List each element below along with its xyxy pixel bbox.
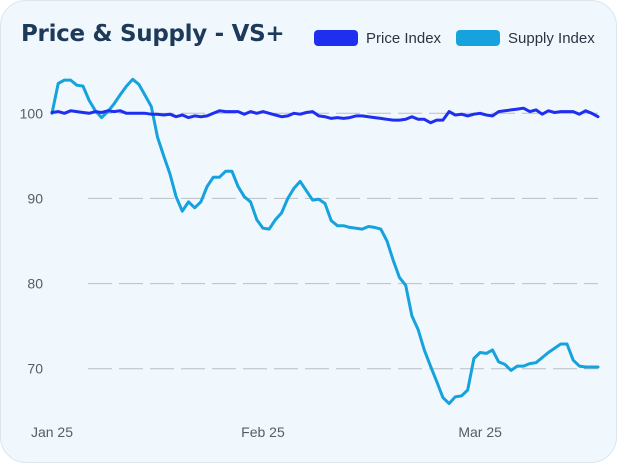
x-tick-label: Feb 25 — [241, 424, 285, 440]
legend-label-price: Price Index — [366, 29, 442, 47]
supply-index-line — [50, 77, 600, 406]
y-tick-label: 90 — [27, 190, 43, 206]
price-index-line — [50, 106, 600, 125]
x-tick-label: Mar 25 — [458, 424, 502, 440]
legend-swatch-price — [314, 30, 358, 46]
legend-item-supply-index[interactable]: Supply Index — [456, 28, 595, 48]
y-tick-label: 70 — [27, 361, 43, 377]
legend-label-supply: Supply Index — [508, 29, 595, 47]
legend-swatch-supply — [456, 30, 500, 46]
y-tick-label: 80 — [27, 276, 43, 292]
legend-item-price-index[interactable]: Price Index — [314, 28, 441, 48]
y-tick-label: 100 — [20, 105, 44, 121]
chart-title: Price & Supply - VS+ — [21, 21, 285, 47]
x-tick-label: Jan 25 — [31, 424, 73, 440]
